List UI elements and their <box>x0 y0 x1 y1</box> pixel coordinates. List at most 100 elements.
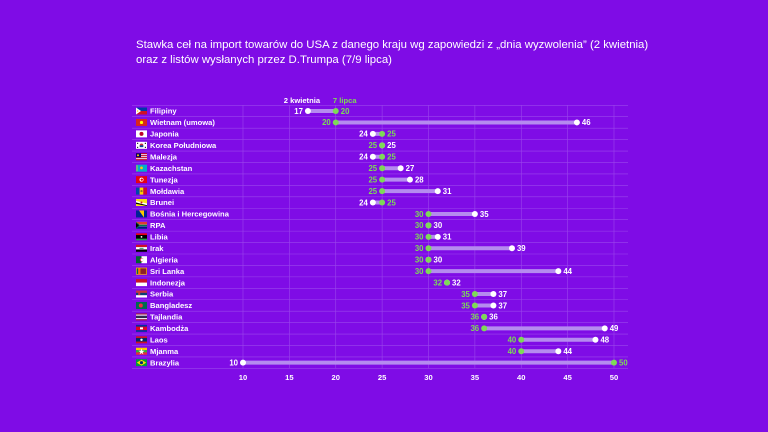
row-12: Libia 31 30 <box>136 233 452 242</box>
row-13: Irak 39 30 <box>136 244 526 253</box>
row-15: Sri Lanka 44 30 <box>136 267 573 276</box>
legend-april: 2 kwietnia <box>284 96 321 105</box>
flag-japan-icon <box>136 130 147 138</box>
april-point <box>434 233 441 240</box>
april-value-label: 31 <box>443 233 452 242</box>
july-point <box>379 176 386 183</box>
flag-brunei-icon <box>136 199 147 207</box>
flag-serbia-icon <box>136 290 147 298</box>
country-label: Libia <box>150 233 168 242</box>
april-point <box>490 291 497 298</box>
country-label: Brazylia <box>150 358 180 367</box>
x-tick-label: 15 <box>285 373 294 382</box>
country-label: Kambodża <box>150 324 189 333</box>
flag-south-korea-icon <box>136 141 147 149</box>
april-value-label: 46 <box>582 118 591 127</box>
july-value-label: 35 <box>461 290 470 299</box>
flag-sri-lanka-icon <box>136 267 147 275</box>
july-point <box>444 279 451 286</box>
chart-title-line-2: oraz z listów wysłanych przez D.Trumpa (… <box>136 53 392 66</box>
april-point <box>555 268 562 275</box>
country-label: Wietnam (umowa) <box>150 118 215 127</box>
july-value-label: 40 <box>508 336 517 345</box>
july-value-label: 36 <box>470 324 479 333</box>
july-point <box>425 210 432 217</box>
x-tick-label: 40 <box>517 373 525 382</box>
july-value-label: 25 <box>387 198 396 207</box>
april-value-label: 24 <box>359 130 368 139</box>
row-14: Algieria 30 30 <box>136 255 443 265</box>
july-value-label: 30 <box>415 244 424 253</box>
april-point <box>406 176 413 183</box>
april-point <box>592 336 599 343</box>
july-point <box>332 108 339 114</box>
april-value-label: 25 <box>387 141 396 150</box>
july-point <box>425 268 432 275</box>
july-value-label: 30 <box>415 256 424 265</box>
country-label: Filipiny <box>150 107 177 116</box>
april-value-label: 28 <box>415 175 424 184</box>
july-value-label: 25 <box>387 153 396 162</box>
april-value-label: 10 <box>229 358 238 367</box>
april-point <box>471 210 478 217</box>
april-value-label: 44 <box>563 347 572 356</box>
july-value-label: 36 <box>470 313 479 322</box>
april-point <box>369 199 376 206</box>
july-value-label: 25 <box>387 130 396 139</box>
x-tick-label: 25 <box>378 373 387 382</box>
x-tick-label: 50 <box>610 373 618 382</box>
july-value-label: 25 <box>368 175 377 184</box>
july-value-label: 30 <box>415 267 424 276</box>
april-value-label: 27 <box>406 164 415 173</box>
flag-vietnam-icon <box>136 118 147 126</box>
row-10: Bośnia i Hercegowina 35 30 <box>136 210 489 219</box>
july-value-label: 25 <box>368 187 377 196</box>
april-value-label: 24 <box>359 153 368 162</box>
row-19: Tajlandia 36 36 <box>136 313 498 322</box>
country-label: Sri Lanka <box>150 267 185 276</box>
july-point <box>481 313 488 320</box>
legend-july: 7 lipca <box>333 96 357 105</box>
flag-philippines-icon <box>136 107 147 115</box>
july-value-label: 20 <box>322 118 331 127</box>
flag-moldova-icon <box>136 187 147 195</box>
country-label: Laos <box>150 336 168 345</box>
april-value-label: 37 <box>498 290 507 299</box>
april-point <box>555 348 562 355</box>
april-point <box>369 130 376 137</box>
april-value-label: 35 <box>480 210 489 219</box>
row-6: Kazachstan 27 25 <box>136 164 414 173</box>
april-point <box>490 302 497 309</box>
july-point <box>425 233 432 240</box>
april-point <box>369 153 376 160</box>
flag-myanmar-icon <box>136 347 147 355</box>
flag-bangladesh-icon <box>136 301 147 309</box>
row-3: Japonia 24 25 <box>136 130 396 139</box>
april-value-label: 37 <box>498 301 507 310</box>
flag-kazakhstan-icon <box>136 164 147 172</box>
x-tick-label: 45 <box>563 373 572 382</box>
x-tick-label: 20 <box>332 373 340 382</box>
july-value-label: 30 <box>415 221 424 230</box>
july-value-label: 25 <box>368 164 377 173</box>
april-value-label: 49 <box>610 324 619 333</box>
july-point <box>518 348 525 355</box>
july-value-label: 30 <box>415 210 424 219</box>
april-point <box>304 108 311 114</box>
country-label: Algieria <box>150 255 179 264</box>
july-value-label: 32 <box>433 278 442 287</box>
country-label: Korea Południowa <box>150 141 217 150</box>
april-value-label: 44 <box>563 267 572 276</box>
x-tick-label: 35 <box>471 373 480 382</box>
flag-thailand-icon <box>136 313 147 321</box>
country-label: Brunei <box>150 198 174 207</box>
country-label: Irak <box>150 244 164 253</box>
flag-indonesia-icon <box>136 279 147 287</box>
april-value-label: 31 <box>443 187 452 196</box>
july-value-label: 25 <box>368 141 377 150</box>
row-20: Kambodża 49 36 <box>136 324 619 333</box>
july-value-label: 20 <box>341 107 350 116</box>
chart-title: Stawka ceł na import towarów do USA z da… <box>136 38 736 67</box>
july-point <box>471 302 478 309</box>
